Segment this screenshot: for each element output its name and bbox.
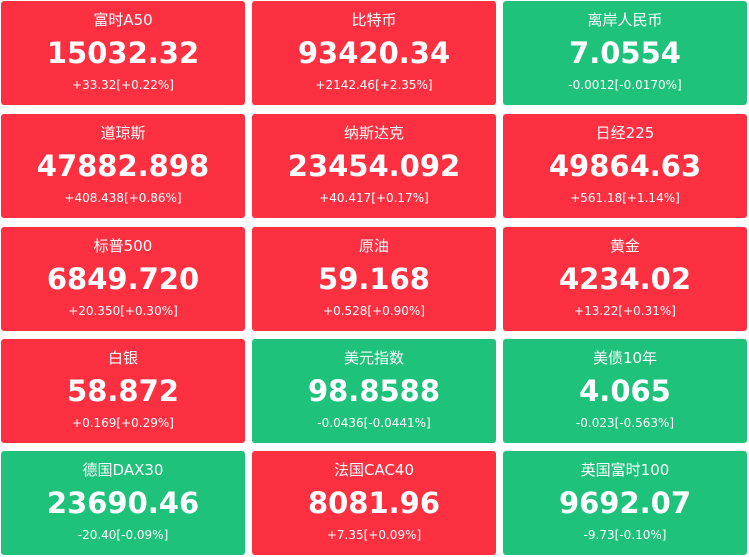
quote-name: 离岸人民币	[587, 11, 663, 29]
quote-name: 富时A50	[93, 11, 153, 29]
quote-change: +408.438[+0.86%]	[64, 191, 182, 205]
quote-name: 道琼斯	[100, 124, 146, 142]
quote-price: 8081.96	[307, 486, 441, 520]
quote-price: 4234.02	[558, 262, 692, 296]
quote-price: 15032.32	[46, 36, 200, 70]
quote-name: 比特币	[351, 11, 397, 29]
quote-change: +33.32[+0.22%]	[72, 78, 174, 92]
quote-price: 4.065	[579, 374, 671, 408]
quote-name: 黄金	[609, 237, 640, 255]
quote-change: -9.73[-0.10%]	[583, 528, 667, 542]
quote-change: +2142.46[+2.35%]	[315, 78, 433, 92]
quote-change: +0.169[+0.29%]	[72, 416, 174, 430]
quote-price: 7.0554	[569, 36, 681, 70]
quote-price: 6849.720	[46, 262, 200, 296]
quote-tile-silver[interactable]: 白银 58.872 +0.169[+0.29%]	[1, 339, 245, 443]
quote-price: 98.8588	[307, 374, 441, 408]
quote-tile-crude-oil[interactable]: 原油 59.168 +0.528[+0.90%]	[252, 227, 496, 331]
quote-change: +40.417[+0.17%]	[319, 191, 429, 205]
quote-change: +7.35[+0.09%]	[326, 528, 422, 542]
quote-name: 法国CAC40	[333, 461, 415, 479]
quote-change: +13.22[+0.31%]	[574, 304, 676, 318]
quote-name: 白银	[107, 349, 138, 367]
quote-price: 58.872	[67, 374, 179, 408]
quote-price: 23454.092	[287, 149, 461, 183]
quote-tile-cac40[interactable]: 法国CAC40 8081.96 +7.35[+0.09%]	[252, 451, 496, 555]
quote-change: -0.0012[-0.0170%]	[568, 78, 682, 92]
quote-name: 德国DAX30	[82, 461, 164, 479]
quote-tile-offshore-cny[interactable]: 离岸人民币 7.0554 -0.0012[-0.0170%]	[503, 1, 747, 105]
quote-name: 日经225	[595, 124, 655, 142]
quote-tile-sp500[interactable]: 标普500 6849.720 +20.350[+0.30%]	[1, 227, 245, 331]
quote-change: +20.350[+0.30%]	[68, 304, 178, 318]
quote-price: 49864.63	[548, 149, 702, 183]
quote-name: 原油	[358, 237, 389, 255]
quote-tile-us-10y-treasury[interactable]: 美债10年 4.065 -0.023[-0.563%]	[503, 339, 747, 443]
quote-change: +0.528[+0.90%]	[323, 304, 425, 318]
quote-tile-gold[interactable]: 黄金 4234.02 +13.22[+0.31%]	[503, 227, 747, 331]
quote-tile-ftse-100[interactable]: 英国富时100 9692.07 -9.73[-0.10%]	[503, 451, 747, 555]
quote-tile-nikkei-225[interactable]: 日经225 49864.63 +561.18[+1.14%]	[503, 114, 747, 218]
quote-change: -0.0436[-0.0441%]	[317, 416, 431, 430]
quote-name: 美债10年	[592, 349, 658, 367]
quote-change: +561.18[+1.14%]	[570, 191, 680, 205]
quote-price: 9692.07	[558, 486, 692, 520]
quote-name: 美元指数	[343, 349, 404, 367]
quote-tile-dow-jones[interactable]: 道琼斯 47882.898 +408.438[+0.86%]	[1, 114, 245, 218]
quote-name: 英国富时100	[580, 461, 670, 479]
quote-price: 47882.898	[36, 149, 210, 183]
quote-name: 标普500	[93, 237, 153, 255]
quote-tile-dollar-index[interactable]: 美元指数 98.8588 -0.0436[-0.0441%]	[252, 339, 496, 443]
quote-price: 93420.34	[297, 36, 451, 70]
quote-price: 59.168	[318, 262, 430, 296]
quote-change: -0.023[-0.563%]	[575, 416, 675, 430]
quote-tile-dax30[interactable]: 德国DAX30 23690.46 -20.40[-0.09%]	[1, 451, 245, 555]
quote-price: 23690.46	[46, 486, 200, 520]
quote-tile-bitcoin[interactable]: 比特币 93420.34 +2142.46[+2.35%]	[252, 1, 496, 105]
quote-tile-ftse-a50[interactable]: 富时A50 15032.32 +33.32[+0.22%]	[1, 1, 245, 105]
quote-change: -20.40[-0.09%]	[77, 528, 169, 542]
quote-name: 纳斯达克	[343, 124, 404, 142]
quote-tile-nasdaq[interactable]: 纳斯达克 23454.092 +40.417[+0.17%]	[252, 114, 496, 218]
